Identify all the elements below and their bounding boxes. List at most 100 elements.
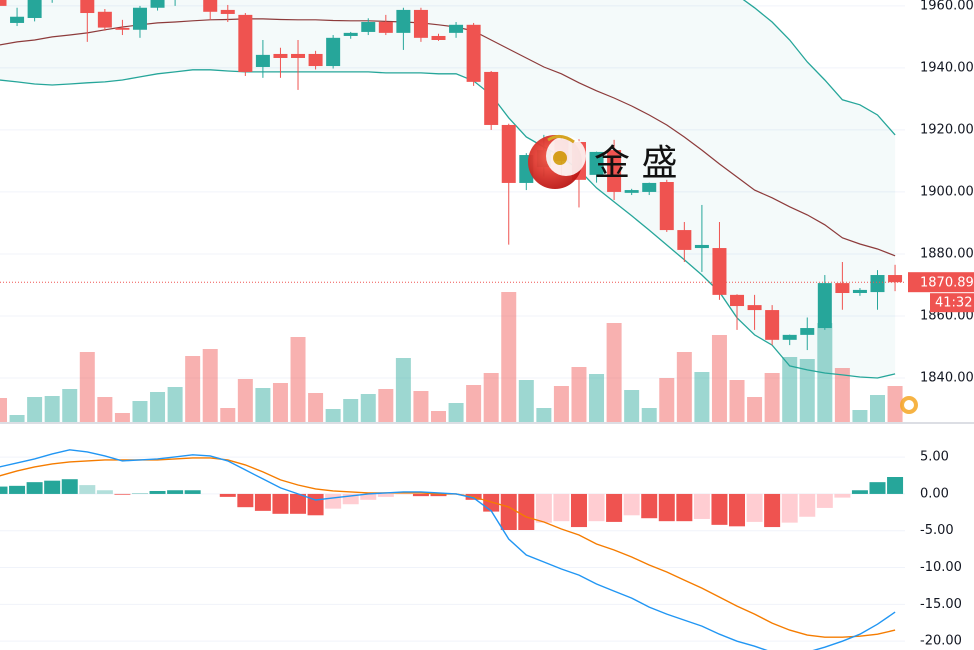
candle-body — [466, 24, 481, 82]
volume-bar — [114, 413, 130, 422]
bollinger-middle — [0, 18, 896, 257]
volume-bar — [97, 397, 113, 422]
macd-histogram-bar — [693, 493, 710, 519]
macd-histogram-bar — [799, 493, 816, 517]
volume-bar — [395, 358, 411, 422]
volume-bar — [431, 411, 446, 422]
volume-bar — [360, 394, 376, 422]
candle-body — [431, 35, 446, 40]
candle-body — [694, 244, 709, 249]
volume-bar — [764, 373, 780, 422]
candle-body — [291, 53, 306, 58]
volume-bar — [729, 380, 745, 422]
y-tick-label: 1920.00 — [920, 122, 974, 137]
volume-bar — [536, 408, 552, 422]
candle-body — [378, 22, 393, 33]
macd-histogram-bar — [307, 493, 324, 516]
volume-bar — [483, 373, 499, 422]
macd-histogram-bar — [342, 493, 359, 505]
volume-bar — [0, 398, 7, 422]
volume-bar — [290, 337, 306, 422]
macd-histogram-bar — [483, 493, 500, 512]
candle-body — [501, 124, 516, 183]
macd-histogram-bar — [149, 490, 166, 494]
candle-body — [308, 53, 323, 67]
y-tick-label: 1960.00 — [920, 0, 974, 13]
candle-body — [747, 305, 762, 311]
macd-histogram-bar — [79, 485, 96, 494]
volume-bar — [325, 409, 341, 422]
volume-bar — [167, 387, 183, 422]
y-tick-label: 1860.00 — [920, 308, 974, 323]
candle-body — [765, 310, 780, 340]
volume-bar — [272, 383, 288, 422]
candle-body — [413, 9, 428, 38]
volume-bar — [711, 335, 727, 422]
volume-bar — [834, 368, 850, 422]
y-tick-label: 1940.00 — [920, 60, 974, 75]
volume-bar — [676, 352, 692, 422]
volume-bar — [799, 359, 815, 422]
candle-body — [888, 275, 903, 283]
watermark-logo — [528, 135, 586, 189]
volume-bar — [9, 415, 25, 422]
volume-bar — [62, 389, 78, 422]
macd-histogram-bar — [412, 493, 429, 497]
candle-body — [396, 9, 411, 33]
candle-body — [326, 37, 341, 67]
bollinger-upper — [742, 0, 896, 136]
last-price-label: 1870.89 — [920, 276, 974, 291]
volume-bar — [202, 349, 218, 422]
y-tick-label: 1900.00 — [920, 184, 974, 199]
macd-dif-line — [0, 449, 896, 650]
countdown-label: 41:32 — [935, 296, 972, 311]
last-price-box — [908, 272, 974, 293]
macd-histogram-bar — [606, 493, 623, 522]
price-axis: 5.00 0.00 -5.00 -10.00 -15.00 -20.00 1840.00 18… — [908, 0, 974, 649]
volume-bar — [255, 388, 271, 422]
volume-bar — [132, 401, 148, 422]
candle-body — [238, 14, 253, 72]
macd-histogram-bar — [764, 493, 781, 528]
candle-body — [712, 248, 727, 295]
macd-histogram-bar — [676, 493, 693, 522]
macd-histogram-bar — [500, 493, 517, 531]
candle-body — [677, 230, 692, 250]
settings-icon[interactable] — [900, 396, 918, 414]
candle-body — [273, 53, 288, 58]
candle-body — [0, 0, 7, 6]
volume-bar — [448, 403, 464, 422]
candle-body — [449, 24, 464, 33]
y-tick-label: 1840.00 — [920, 370, 974, 385]
y-tick-label: 0.00 — [920, 486, 949, 501]
macd-histogram-bar — [61, 479, 78, 494]
volume-bar — [641, 408, 657, 422]
y-tick-label: -20.00 — [920, 634, 962, 649]
macd-histogram-bar — [588, 493, 605, 522]
candle-body — [484, 71, 499, 125]
candle-body — [27, 0, 42, 18]
candle-body — [870, 275, 885, 293]
macd-histogram-bar — [641, 493, 658, 519]
candle-body — [10, 16, 25, 23]
candle-body — [642, 182, 657, 192]
volume-bar — [150, 392, 166, 422]
volume-bar — [624, 390, 640, 422]
macd-histogram-bar — [729, 493, 746, 527]
volume-bar — [571, 367, 587, 422]
macd-histogram-bar — [360, 493, 377, 500]
volume-bar — [659, 378, 675, 422]
candle-body — [782, 334, 797, 340]
macd-histogram-bar — [851, 490, 868, 494]
macd-histogram-bar — [430, 493, 447, 497]
volume-bar — [237, 379, 253, 422]
volume-bar — [27, 397, 43, 422]
candle-body — [255, 54, 270, 67]
candle-body — [852, 289, 867, 294]
macd-histogram-bar — [570, 493, 587, 528]
macd-histogram-bar — [254, 493, 271, 511]
volume-bar — [518, 380, 534, 422]
macd-histogram-bar — [290, 493, 307, 514]
volume-bar — [44, 396, 60, 422]
